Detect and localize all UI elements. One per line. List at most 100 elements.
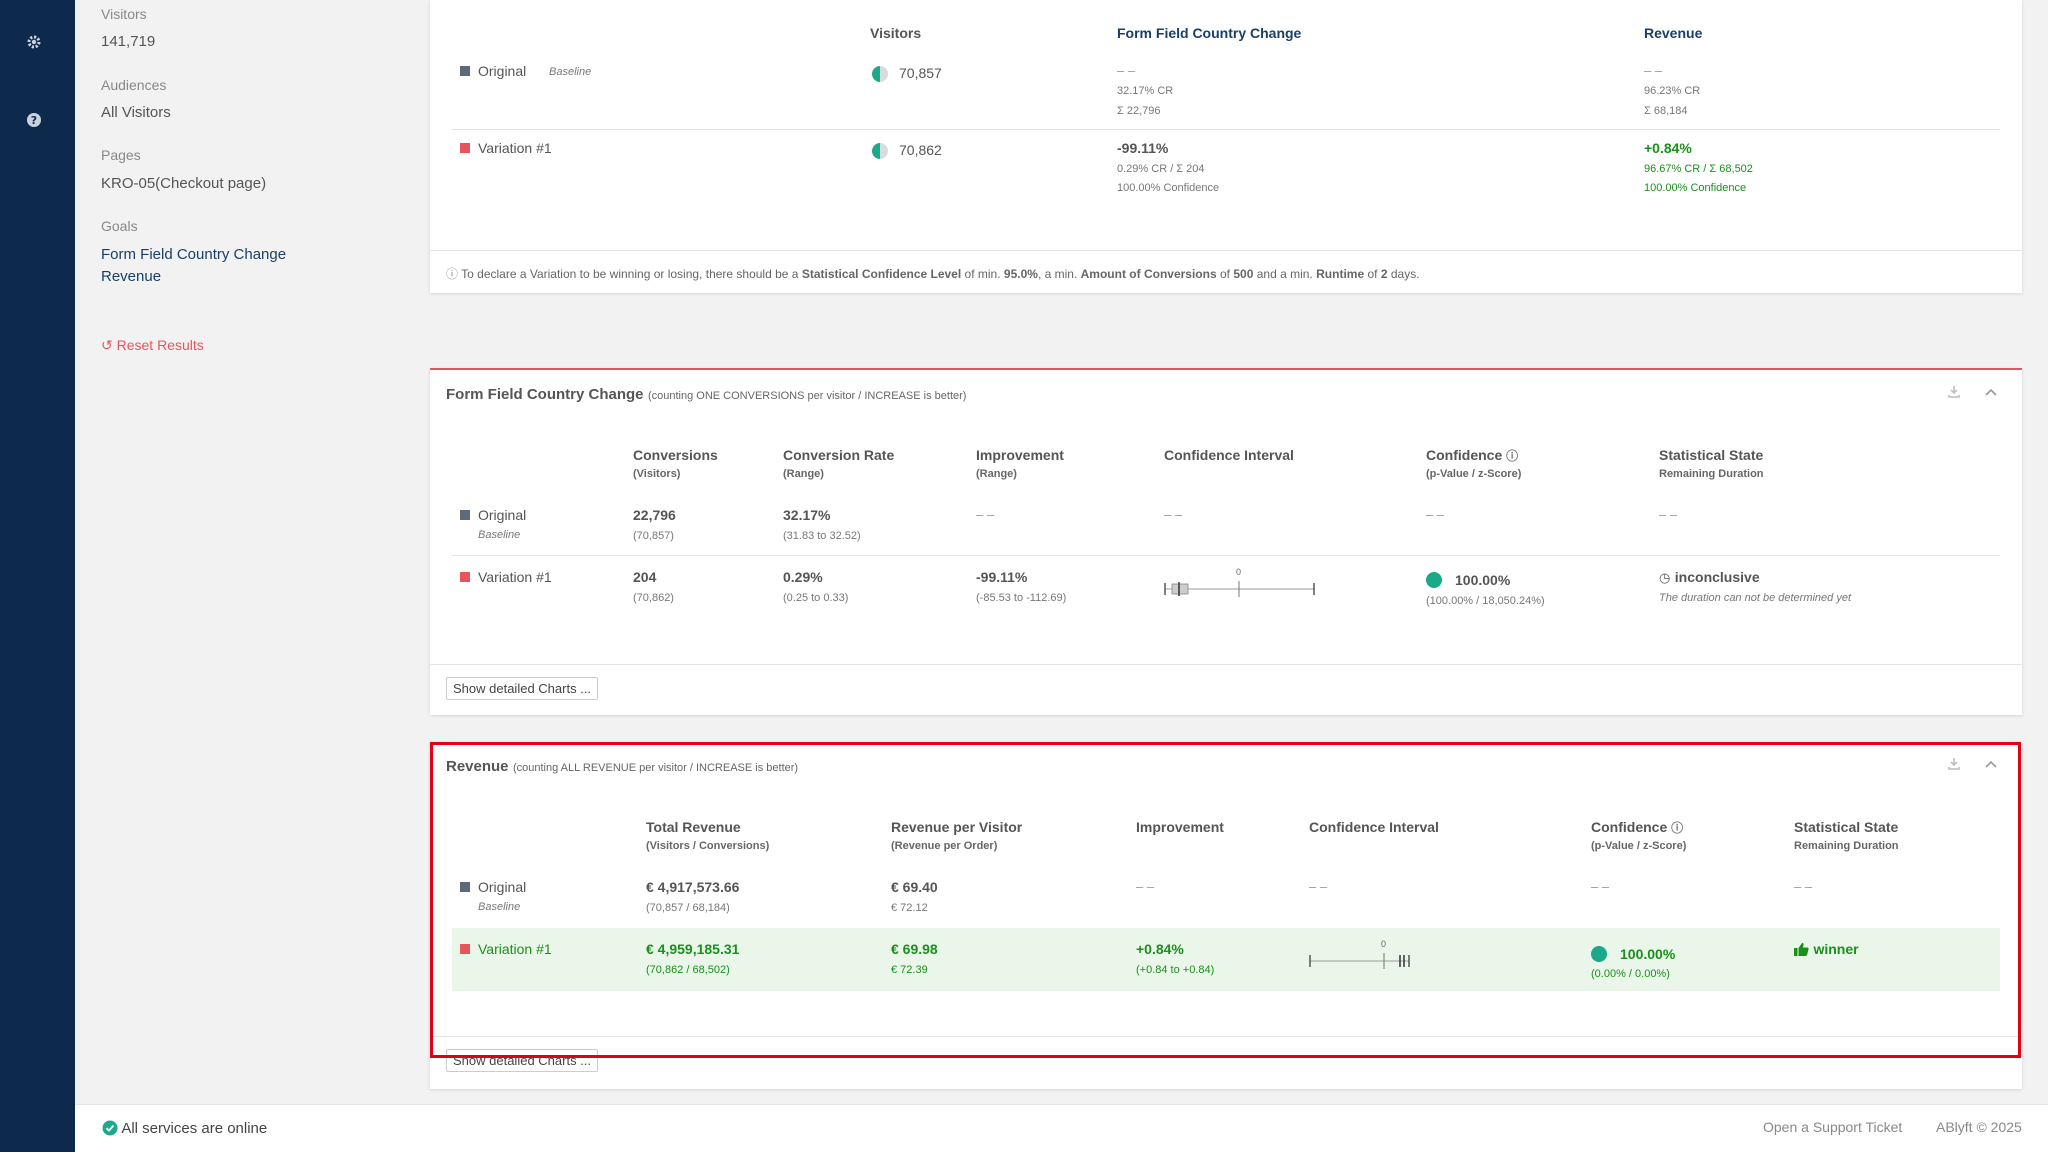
help-icon[interactable]: ? (24, 110, 44, 130)
original-color-swatch (460, 882, 470, 892)
goal-title: Form Field Country Change (counting ONE … (446, 386, 966, 404)
original-improvement: – – (976, 507, 995, 522)
col-header: Confidence Interval (1309, 819, 1439, 835)
traffic-split-icon (872, 66, 888, 82)
original-color-swatch (460, 510, 470, 520)
col-goal1-header: Form Field Country Change (1117, 25, 1302, 41)
col-subheader: (Visitors / Conversions) (646, 840, 770, 852)
original-goal1-sum: Σ 22,796 (1117, 105, 1161, 117)
variation-goal1-cr: 0.29% CR / Σ 204 (1117, 163, 1205, 175)
original-total-revenue: € 4,917,573.66 (646, 879, 740, 895)
collapse-chevron-icon[interactable] (1983, 757, 1999, 773)
goal-title: Revenue (counting ALL REVENUE per visito… (446, 758, 798, 776)
variation-confidence: 100.00% (1455, 572, 1511, 588)
col-header: Conversions (633, 447, 718, 463)
footer: All services are online Open a Support T… (75, 1104, 2048, 1152)
original-rate-range: (31.83 to 32.52) (783, 530, 861, 542)
ci-axis (1309, 953, 1410, 969)
confidence-interval-plot: 0 (1164, 567, 1316, 603)
show-detailed-charts-button[interactable]: Show detailed Charts ... (446, 1049, 599, 1072)
gear-icon[interactable] (24, 32, 44, 52)
variation-color-swatch (460, 143, 470, 153)
pages-value: KRO-05(Checkout page) (101, 175, 267, 192)
goal-panel-form-field: Form Field Country Change (counting ONE … (430, 368, 2022, 715)
goal-subtitle: (counting ALL REVENUE per visitor / INCR… (512, 762, 799, 774)
col-subheader: (Range) (783, 468, 824, 480)
collapse-chevron-icon[interactable] (1983, 385, 1999, 401)
ci-zero-label: 0 (1381, 939, 1387, 949)
baseline-label: Baseline (478, 901, 521, 913)
variation-rate: 0.29% (783, 569, 823, 585)
audiences-label: Audiences (101, 77, 167, 93)
original-visitors: 70,857 (899, 65, 942, 81)
info-icon: ⓘ (446, 267, 459, 281)
note-bold-confidence: Statistical Confidence Level (801, 267, 962, 281)
col-header: Improvement (1136, 819, 1224, 835)
col-visitors-header: Visitors (870, 25, 922, 41)
goal-link-revenue[interactable]: Revenue (101, 268, 162, 285)
row-divider (452, 555, 2000, 556)
goal-link-form-field[interactable]: Form Field Country Change (101, 246, 287, 263)
note-text: of min. (964, 267, 1001, 281)
visitors-value: 141,719 (101, 33, 156, 50)
support-ticket-link[interactable]: Open a Support Ticket (1763, 1119, 1903, 1135)
col-header: Confidence ⓘ (1591, 819, 1683, 836)
info-icon[interactable]: ⓘ (1671, 821, 1684, 835)
original-confidence: – – (1591, 879, 1610, 894)
show-detailed-charts-button[interactable]: Show detailed Charts ... (446, 677, 599, 700)
note-text: and a min. (1256, 267, 1313, 281)
variation-name: Variation #1 (478, 569, 552, 585)
variation-color-swatch (460, 572, 470, 582)
variation-goal1-confidence: 100.00% Confidence (1117, 182, 1220, 194)
original-conversions: 22,796 (633, 507, 676, 523)
panel-divider (430, 664, 2022, 665)
variation-state: inconclusive (1674, 569, 1760, 585)
pages-label: Pages (101, 147, 141, 163)
download-icon[interactable] (1946, 384, 1962, 400)
ci-zero-label: 0 (1236, 567, 1242, 577)
col-header: Total Revenue (646, 819, 741, 835)
col-subheader: (Range) (976, 468, 1017, 480)
original-ci: – – (1164, 507, 1183, 522)
confidence-indicator-dot (1426, 572, 1442, 588)
variation-goal2-confidence: 100.00% Confidence (1644, 182, 1747, 194)
variation-state: winner (1813, 941, 1859, 957)
reset-results-button[interactable]: ↺ Reset Results (101, 337, 204, 354)
variation-name: Variation #1 (478, 941, 552, 957)
panel-divider (430, 1036, 2022, 1037)
info-icon[interactable]: ⓘ (1506, 449, 1519, 463)
note-bold-runtime: Runtime (1316, 267, 1365, 281)
panel-divider (430, 250, 2022, 251)
col-subheader: (p-Value / z-Score) (1591, 840, 1687, 852)
col-header: Confidence Interval (1164, 447, 1294, 463)
variation-goal2-cr: 96.67% CR / Σ 68,502 (1644, 163, 1753, 175)
variation-conversions: 204 (633, 569, 657, 585)
note-text: , a min. (1037, 267, 1078, 281)
copyright: ABlyft © 2025 (1936, 1119, 2022, 1135)
variation-goal1-main: -99.11% (1117, 140, 1169, 156)
col-header: Revenue per Visitor (891, 819, 1023, 835)
variation-rpv: € 69.98 (891, 941, 938, 957)
original-improvement: – – (1136, 879, 1155, 894)
service-status: All services are online (102, 1120, 267, 1140)
test-summary-sidebar: Visitors 141,719 Audiences All Visitors … (75, 0, 430, 1104)
download-icon[interactable] (1946, 756, 1962, 772)
col-goal2-header: Revenue (1644, 25, 1703, 41)
variation-confidence: 100.00% (1620, 946, 1676, 962)
col-header: Statistical State (1659, 447, 1764, 463)
requirements-note: ⓘ To declare a Variation to be winning o… (446, 265, 1420, 282)
original-name: Original (478, 507, 527, 523)
note-text: of (1367, 267, 1378, 281)
original-color-swatch (460, 66, 470, 76)
original-rate: 32.17% (783, 507, 831, 523)
original-name: Original (478, 879, 527, 895)
variation-visitors: 70,862 (899, 142, 942, 158)
goals-label: Goals (101, 218, 138, 234)
ci-axis (1164, 581, 1315, 597)
row-divider (452, 129, 2000, 130)
service-status-text: All services are online (121, 1120, 268, 1137)
variation-improvement: -99.11% (976, 569, 1028, 585)
statistical-state: ◷ inconclusive (1659, 569, 1760, 587)
variation-p-value: (100.00% / 18,050.24%) (1426, 595, 1545, 607)
variation-rate-range: (0.25 to 0.33) (783, 592, 849, 604)
